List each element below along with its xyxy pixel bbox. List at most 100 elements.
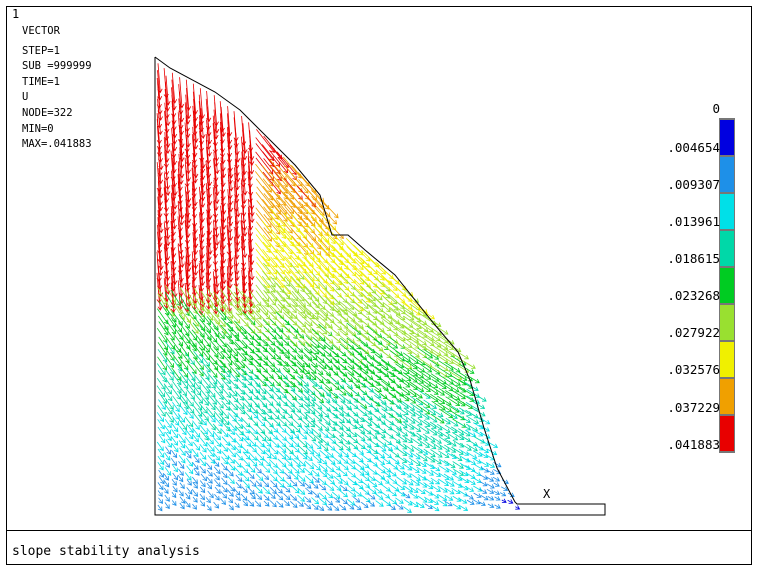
vector-arrow <box>409 500 419 508</box>
vector-arrow <box>480 495 489 501</box>
vector-arrow <box>368 346 383 358</box>
vector-arrow <box>361 481 371 488</box>
vector-arrow <box>444 487 455 495</box>
legend-label-4: .018615 <box>667 251 720 266</box>
vector-arrow <box>388 399 402 409</box>
vector-arrow <box>179 447 186 457</box>
vector-arrow <box>396 489 406 497</box>
vector-arrow <box>268 233 284 253</box>
vector-arrow <box>353 496 361 503</box>
vector-arrow <box>213 472 220 481</box>
vector-arrow <box>374 353 391 366</box>
vector-arrow <box>318 219 338 240</box>
vector-arrow <box>438 443 451 452</box>
vector-arrow <box>402 443 415 452</box>
vector-arrow <box>220 317 234 332</box>
vector-arrow <box>311 491 320 498</box>
vector-arrow <box>353 355 369 369</box>
vector-arrow <box>311 448 321 457</box>
vector-arrow <box>269 473 278 482</box>
vector-arrow <box>396 427 409 437</box>
vector-arrow <box>164 398 174 411</box>
vector-arrow <box>255 339 268 353</box>
vector-arrow <box>269 165 288 188</box>
info-min: MIN=0 <box>22 122 54 135</box>
vector-arrow <box>459 505 469 511</box>
vector-arrow <box>388 461 399 470</box>
vector-arrow <box>249 347 263 361</box>
vector-arrow <box>317 441 329 452</box>
vector-arrow <box>368 292 385 308</box>
vector-arrow <box>417 480 428 488</box>
vector-arrow <box>332 350 348 364</box>
vector-arrow <box>172 345 183 359</box>
vector-arrow <box>492 476 501 482</box>
vector-arrow <box>171 449 178 459</box>
vector-arrow <box>319 309 335 324</box>
vector-arrow <box>431 378 447 390</box>
vector-arrow <box>367 486 377 494</box>
vector-arrow <box>206 505 212 511</box>
plot-title: slope stability analysis <box>12 544 200 559</box>
vector-arrow <box>163 298 175 317</box>
vector-arrow <box>235 452 244 461</box>
vector-arrow <box>361 417 373 426</box>
vector-arrow <box>213 452 221 461</box>
vector-arrow <box>163 403 173 415</box>
vector-arrow <box>235 495 241 502</box>
vector-arrow <box>416 320 434 333</box>
vector-arrow <box>199 333 211 348</box>
vector-arrow <box>408 486 419 493</box>
legend-label-1: .004654 <box>667 140 720 155</box>
vector-arrow <box>382 499 392 506</box>
vector-arrow <box>163 389 173 402</box>
vector-arrow <box>241 431 250 441</box>
legend-label-9: .041883 <box>667 437 720 452</box>
vector-arrow <box>171 170 177 202</box>
vector-arrow <box>389 385 405 397</box>
vector-arrow <box>184 416 194 428</box>
vector-arrow <box>186 487 193 495</box>
vector-arrow <box>361 445 372 454</box>
vector-arrow <box>178 377 189 390</box>
vector-arrow <box>429 421 443 431</box>
vector-arrow <box>326 232 344 251</box>
vector-arrow <box>312 356 327 370</box>
title-bar-area <box>6 531 752 565</box>
vector-arrow <box>184 492 191 500</box>
vector-arrow <box>346 287 363 304</box>
vector-arrow <box>298 269 315 288</box>
vector-arrow <box>220 491 228 499</box>
vector-arrow <box>164 494 170 502</box>
vector-arrow <box>165 165 171 196</box>
vector-arrow <box>226 343 239 357</box>
info-node: NODE=322 <box>22 106 73 119</box>
vector-arrow <box>465 438 479 447</box>
vector-arrow <box>345 455 356 464</box>
vector-arrow <box>199 304 214 321</box>
vector-arrow <box>486 488 495 494</box>
vector-arrow <box>332 315 349 329</box>
vector-arrow <box>423 399 438 409</box>
vector-arrow <box>381 359 397 372</box>
vector-arrow <box>228 399 239 411</box>
vector-arrow <box>445 396 461 406</box>
vector-arrow <box>227 455 235 464</box>
vector-arrow <box>199 451 207 460</box>
vector-arrow <box>247 305 262 320</box>
vector-arrow <box>234 425 245 436</box>
vector-arrow <box>338 407 351 417</box>
vector-arrow <box>353 286 371 303</box>
vector-arrow <box>346 428 358 438</box>
vector-arrow <box>298 304 315 320</box>
vector-arrow <box>381 477 390 484</box>
vector-arrow <box>333 330 349 343</box>
vector-arrow <box>374 415 386 425</box>
vector-arrow <box>298 402 311 414</box>
vector-arrow <box>275 213 293 234</box>
vector-arrow <box>290 325 305 339</box>
vector-arrow <box>409 354 426 366</box>
vector-arrow <box>304 299 320 316</box>
vector-arrow <box>227 316 242 332</box>
vector-arrow <box>333 475 343 484</box>
